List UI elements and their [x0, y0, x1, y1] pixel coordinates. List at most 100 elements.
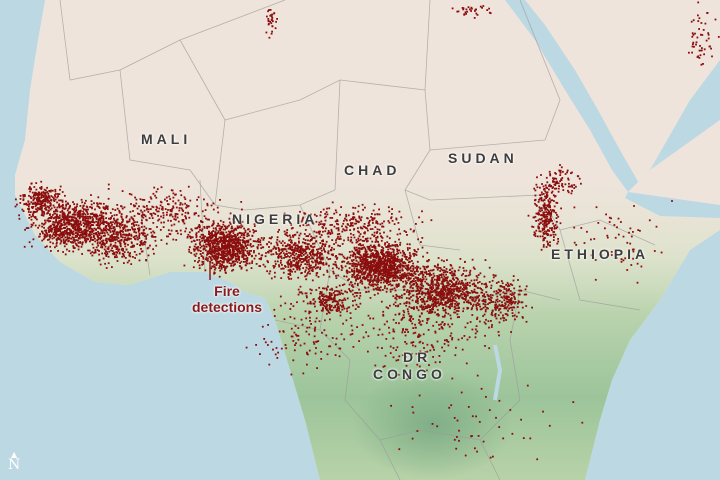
fire-dot	[505, 319, 507, 321]
fire-dot	[356, 267, 358, 270]
fire-dot	[464, 299, 467, 302]
fire-dot	[29, 195, 32, 198]
fire-dot	[214, 267, 217, 270]
fire-dot	[116, 233, 119, 236]
fire-dot	[219, 269, 222, 272]
fire-dot	[453, 283, 456, 286]
fire-dot	[413, 283, 415, 286]
fire-dot	[223, 244, 225, 247]
fire-dot	[496, 291, 499, 294]
fire-dot	[51, 196, 54, 199]
fire-dot	[502, 316, 504, 319]
fire-dot	[464, 297, 467, 300]
fire-dot	[333, 248, 335, 251]
fire-dot	[413, 254, 415, 257]
fire-dot	[507, 298, 510, 301]
fire-dot	[382, 249, 385, 252]
fire-dot	[67, 216, 69, 219]
fire-dot	[84, 217, 86, 219]
fire-dot	[225, 246, 228, 249]
fire-dot	[348, 251, 351, 253]
fire-dot	[208, 255, 211, 258]
fire-dot	[227, 260, 230, 263]
fire-dot	[435, 294, 438, 297]
fire-dot	[221, 233, 223, 236]
fire-dot	[484, 310, 487, 313]
fire-dot	[391, 244, 394, 246]
fire-dot	[90, 206, 93, 209]
fire-dot	[426, 273, 428, 276]
fire-dot	[490, 299, 492, 302]
fire-dot	[196, 239, 198, 241]
fire-dot	[122, 254, 125, 256]
fire-dot	[45, 198, 47, 201]
fire-dot	[387, 274, 390, 276]
fire-dot	[448, 292, 450, 294]
fire-dot	[354, 257, 357, 260]
fire-dot	[123, 238, 126, 241]
fire-dot	[305, 257, 308, 260]
fire-dot	[298, 255, 301, 258]
fire-dot	[389, 259, 391, 261]
fire-dot	[416, 267, 419, 269]
fire-dot	[319, 260, 321, 263]
fire-dot	[463, 284, 466, 287]
fire-dot	[207, 241, 210, 244]
fire-dot	[473, 279, 476, 282]
fire-dot	[190, 236, 193, 238]
fire-dot	[364, 277, 366, 280]
fire-dot	[447, 301, 449, 304]
fire-dot	[361, 276, 364, 279]
fire-dot	[341, 243, 344, 245]
fire-dot	[77, 223, 80, 225]
fire-dot	[506, 282, 509, 284]
fire-dot	[371, 267, 374, 270]
fire-dot	[288, 256, 291, 258]
fire-dot	[397, 284, 400, 287]
fire-dot	[190, 252, 193, 254]
fire-dot	[239, 222, 242, 224]
fire-dot	[120, 213, 123, 215]
fire-dot	[359, 281, 362, 284]
fire-dot	[280, 255, 283, 258]
fire-dot	[281, 264, 283, 266]
fire-dot	[327, 250, 330, 253]
fire-dot	[75, 242, 77, 245]
fire-dot	[236, 258, 239, 261]
fire-dot	[104, 242, 106, 245]
fire-dot	[105, 253, 107, 256]
fire-dot	[234, 241, 237, 244]
fire-dot	[50, 195, 53, 197]
fire-dot	[265, 252, 267, 254]
fire-dot	[307, 268, 310, 270]
fire-dot	[257, 238, 260, 240]
fire-dot	[307, 235, 309, 238]
fire-dot	[214, 242, 216, 245]
fire-dot	[375, 239, 378, 241]
fire-dot	[442, 309, 445, 312]
fire-dot	[459, 287, 461, 289]
fire-dot	[245, 257, 248, 260]
fire-dot	[83, 231, 86, 234]
fire-dot	[96, 235, 99, 238]
fire-dot	[335, 258, 338, 260]
fire-dot	[372, 283, 375, 286]
fire-dot	[409, 254, 412, 257]
fire-dot	[444, 285, 446, 288]
fire-dot	[401, 296, 403, 299]
fire-dot	[91, 254, 94, 257]
fire-dot	[487, 307, 489, 310]
fire-dot	[297, 256, 300, 259]
fire-dot	[233, 250, 236, 253]
fire-dot	[95, 246, 98, 249]
fire-dot	[377, 275, 380, 278]
fire-dot	[511, 312, 514, 314]
fire-dot	[443, 275, 446, 278]
fire-dot	[445, 293, 448, 295]
fire-dot	[79, 210, 82, 213]
fire-dot	[192, 266, 195, 269]
fire-dot	[403, 255, 406, 258]
fire-dot	[277, 246, 280, 249]
fire-dot	[212, 256, 215, 259]
fire-dot	[98, 250, 100, 252]
